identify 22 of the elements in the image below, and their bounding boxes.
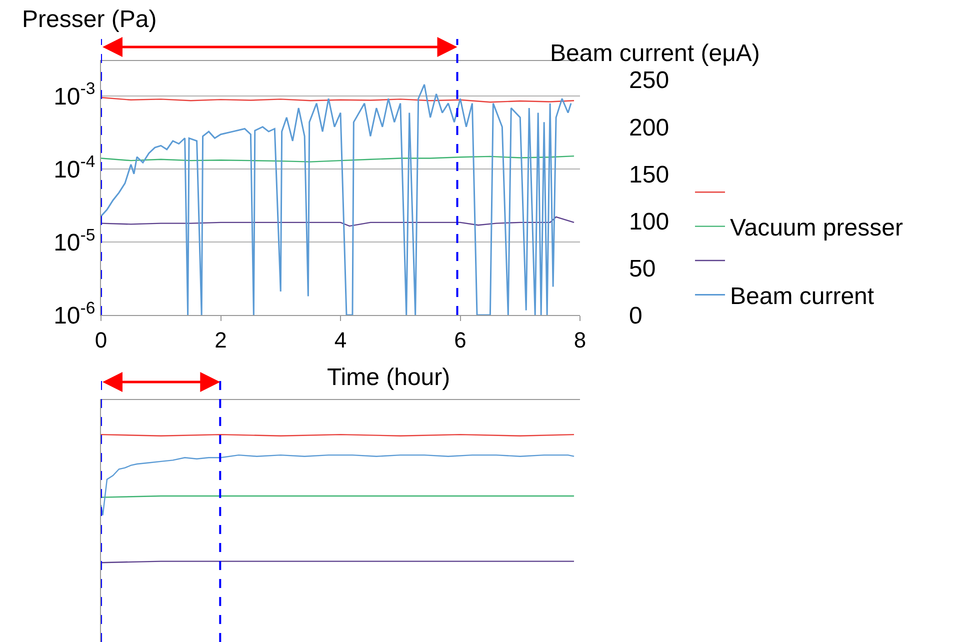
x-tick-label: 6 [454,327,466,352]
line-series [101,84,572,315]
y2-tick-label: 200 [629,114,670,142]
legend-label: Beam current [730,283,874,310]
legend-label: Vacuum presser [730,214,903,242]
x-tick-label: 8 [574,327,586,352]
y2-tick-label: 250 [629,67,670,94]
y-tick-label: 10$^{-4}$ [54,152,96,184]
y2-tick-label: 100 [629,208,670,236]
y2-axis-title: Beam current (eμA) [550,40,760,67]
y-tick-label: 10$^{-3}$ [54,79,96,110]
y-tick-label: 10$^{-5}$ [54,225,96,256]
x-tick-label: 0 [94,327,108,352]
x-axis-title: Time (hour) [327,364,450,391]
x-tick-label: 4 [334,327,347,352]
y2-tick-label: 150 [629,161,670,188]
y-tick-label: 10$^{-6}$ [54,298,96,330]
line-series [101,216,575,227]
x-tick-label: 2 [214,327,227,352]
y-axis-title: Presser (Pa) [22,6,157,33]
y2-tick-label: 50 [629,255,656,282]
y2-tick-label: 0 [629,302,642,330]
